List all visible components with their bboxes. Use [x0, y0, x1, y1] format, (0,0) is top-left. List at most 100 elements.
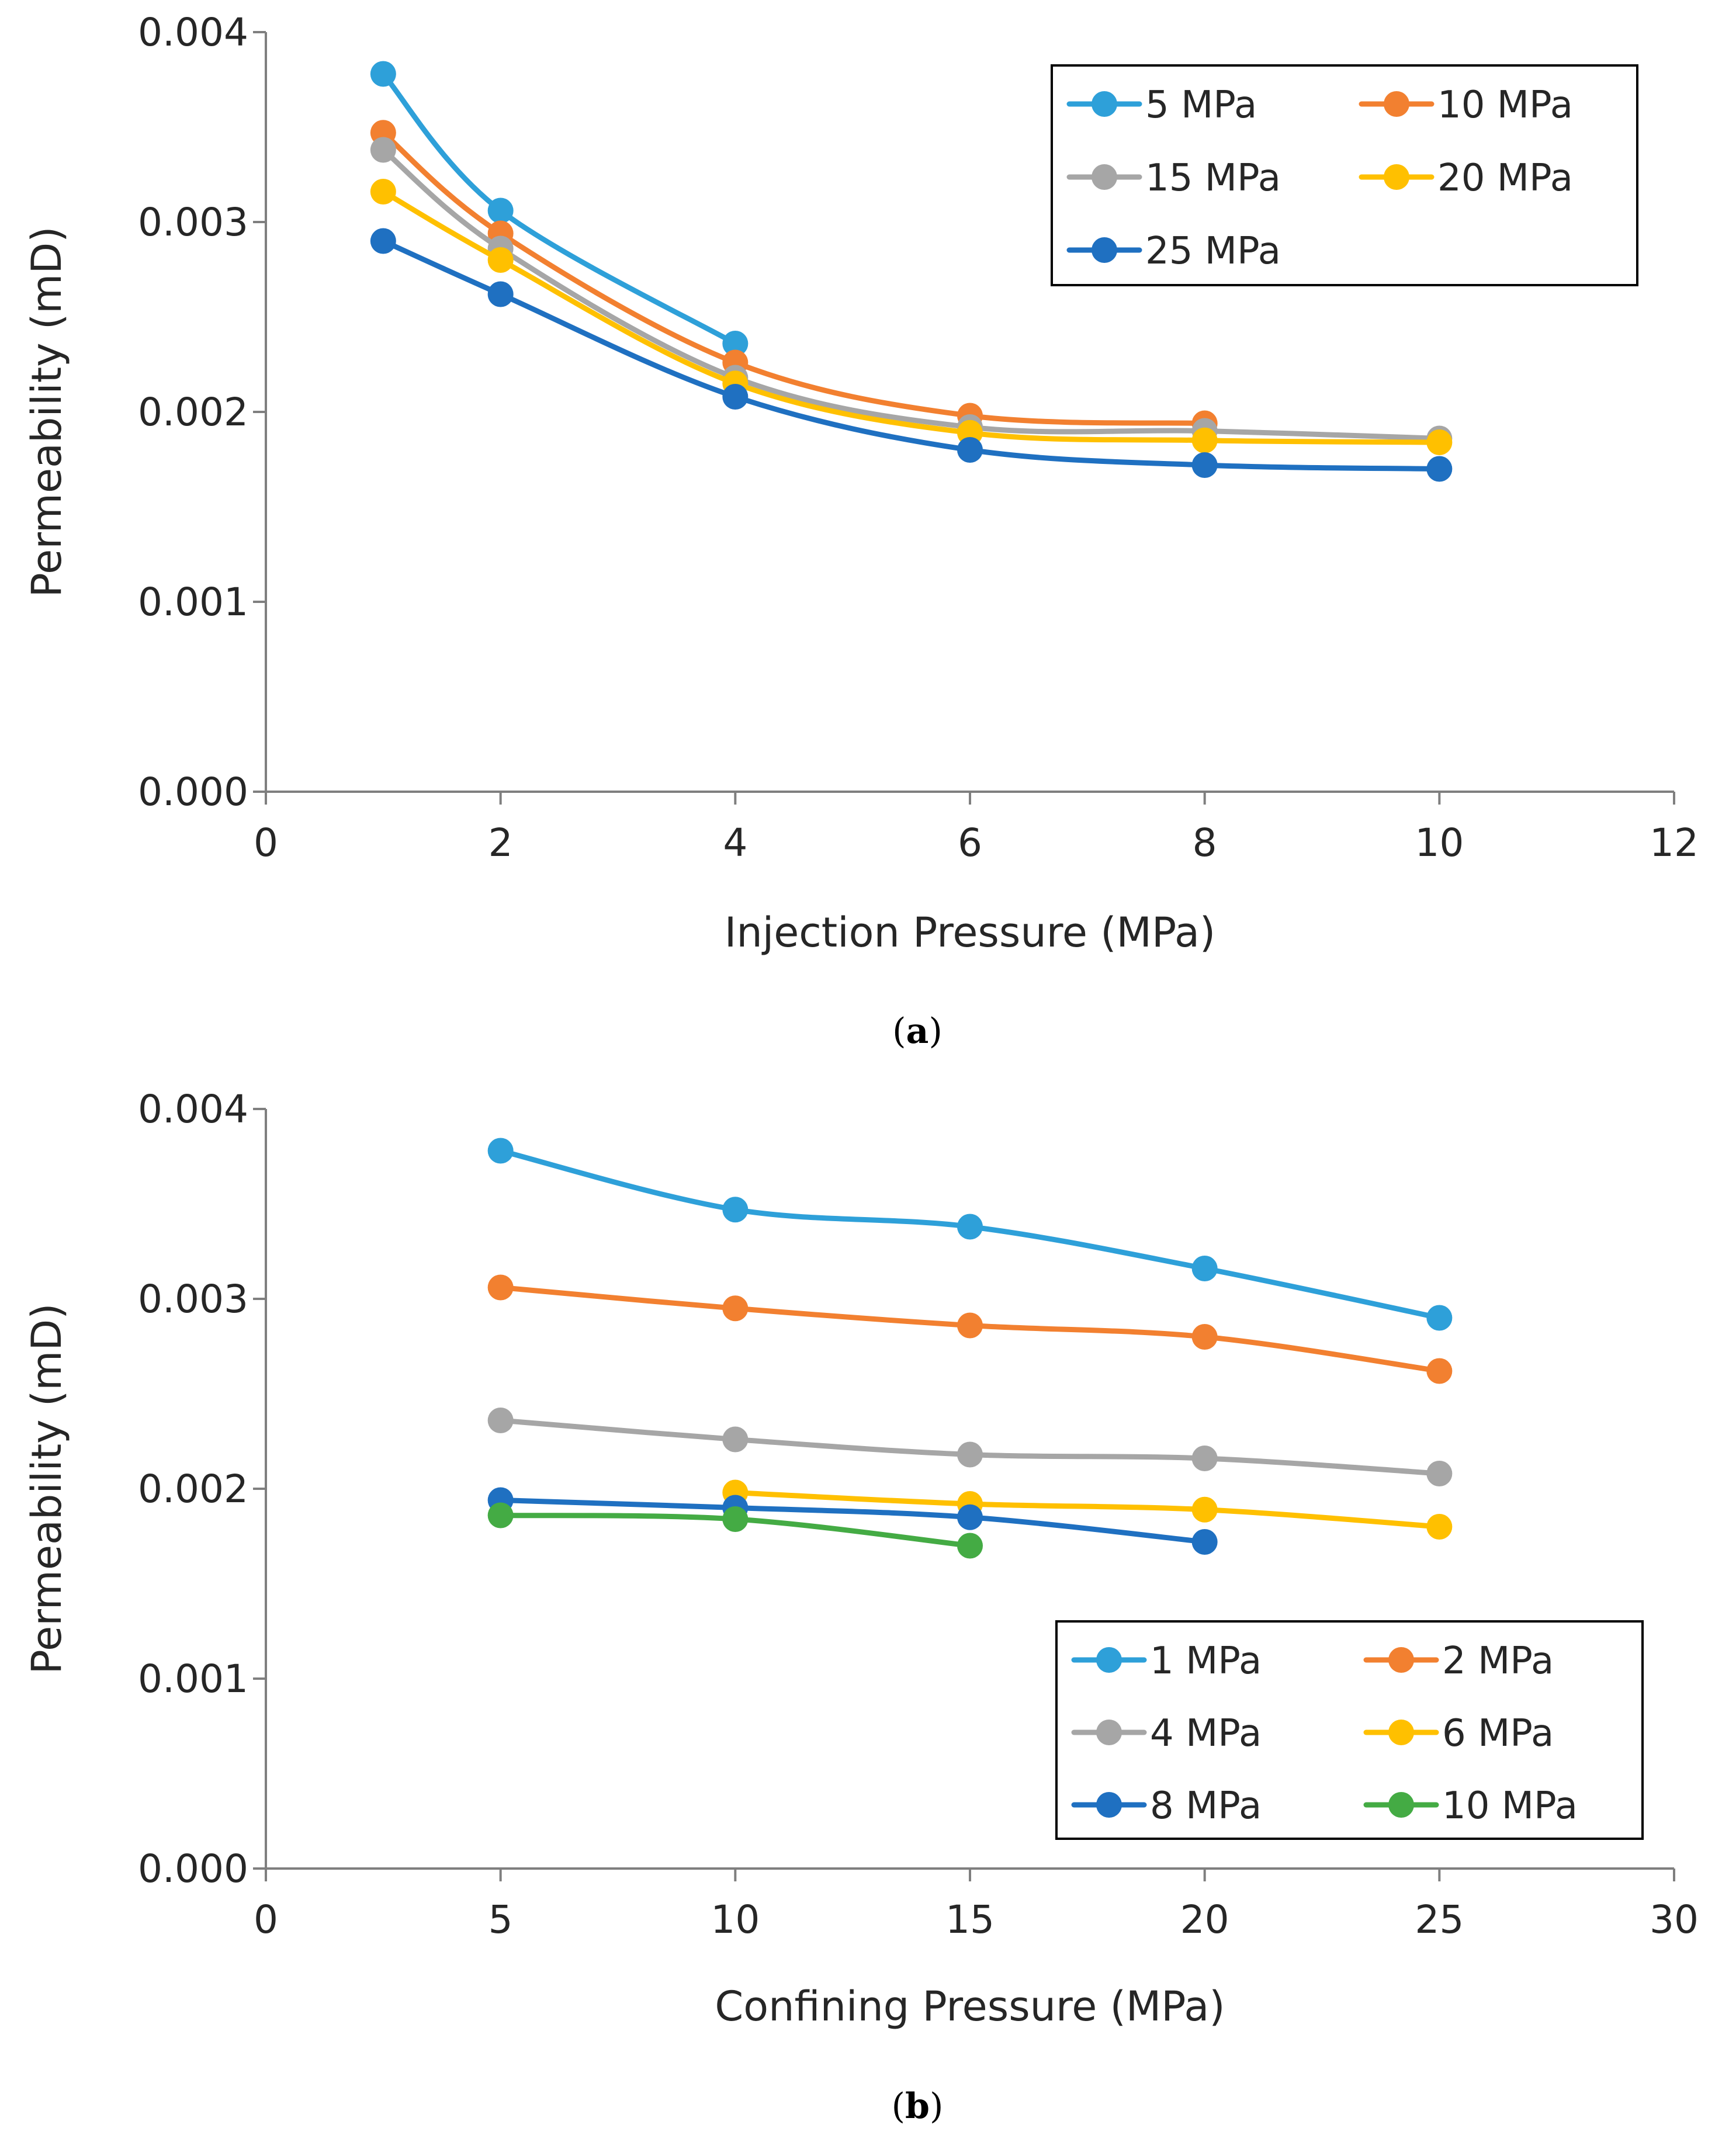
data-point: [487, 1502, 514, 1528]
data-point: [1426, 456, 1453, 482]
legend-entry: 4 MPa: [1071, 1712, 1262, 1755]
series-1-mpa: [487, 1138, 1453, 1331]
legend-label: 15 MPa: [1145, 157, 1281, 200]
y-tick-label: 0.001: [138, 1656, 248, 1701]
legend-label: 20 MPa: [1437, 157, 1573, 200]
x-tick-label: 6: [958, 820, 982, 865]
x-tick-label: 10: [711, 1897, 760, 1942]
y-tick-label: 0.003: [138, 200, 248, 245]
data-point: [370, 228, 396, 254]
y-tick-label: 0.002: [138, 1467, 248, 1512]
x-tick-label: 15: [945, 1897, 995, 1942]
x-tick-label: 8: [1193, 820, 1217, 865]
figure-caption: (b): [892, 2086, 944, 2127]
legend-label: 5 MPa: [1145, 84, 1257, 127]
figure-caption: (a): [892, 1011, 943, 1052]
legend: 1 MPa 2 MPa 4 MPa 6 MPa 8 MPa 10 MPa: [1055, 1620, 1644, 1840]
y-axis-title: Permeability (mD): [23, 1303, 71, 1674]
data-point: [1191, 1324, 1218, 1350]
data-point: [1191, 1496, 1218, 1523]
y-tick-label: 0.000: [138, 1846, 248, 1891]
series-2-mpa: [487, 1274, 1453, 1384]
legend-label: 2 MPa: [1442, 1639, 1554, 1683]
x-tick-label: 2: [488, 820, 513, 865]
data-point: [1191, 427, 1218, 453]
legend-label: 10 MPa: [1437, 84, 1573, 127]
legend-marker: [1096, 1647, 1122, 1673]
data-point: [1191, 1256, 1218, 1281]
legend-box: [1055, 1620, 1644, 1840]
x-tick-label: 20: [1180, 1897, 1229, 1942]
data-point: [1426, 429, 1453, 455]
legend-entry: 15 MPa: [1066, 157, 1281, 200]
data-point: [722, 1426, 749, 1453]
x-tick-label: 12: [1650, 820, 1699, 865]
data-point: [487, 1274, 514, 1301]
data-point: [1191, 1529, 1218, 1555]
x-tick-label: 5: [488, 1897, 513, 1942]
series-line: [498, 1498, 1208, 1545]
data-point: [487, 197, 514, 224]
data-point: [487, 1138, 514, 1164]
legend-marker: [1092, 91, 1117, 117]
y-tick-label: 0.000: [138, 769, 248, 814]
legend-entry: 2 MPa: [1363, 1639, 1554, 1683]
legend-label: 6 MPa: [1442, 1712, 1554, 1755]
data-point: [1426, 1305, 1453, 1331]
legend-marker: [1388, 1647, 1414, 1673]
y-tick-label: 0.004: [138, 10, 248, 55]
data-point: [1426, 1514, 1453, 1540]
legend-entry: 5 MPa: [1066, 84, 1257, 127]
data-point: [722, 1506, 749, 1532]
series-20-mpa: [370, 179, 1453, 455]
legend-label: 4 MPa: [1150, 1712, 1262, 1755]
data-point: [722, 384, 749, 410]
series-5-mpa: [370, 61, 749, 356]
data-point: [487, 281, 514, 307]
x-axis-title: Confining Pressure (MPa): [715, 1982, 1225, 2030]
data-point: [722, 331, 749, 356]
data-point: [722, 1197, 749, 1223]
data-point: [957, 1441, 983, 1468]
data-point: [370, 61, 396, 87]
legend-marker: [1096, 1720, 1122, 1745]
legend-marker: [1092, 237, 1117, 263]
data-point: [370, 137, 396, 163]
y-axis-title: Permeability (mD): [23, 226, 71, 597]
data-point: [1191, 452, 1218, 478]
data-point: [957, 1504, 983, 1530]
series-10-mpa: [487, 1502, 983, 1559]
series-25-mpa: [370, 228, 1453, 482]
legend: 5 MPa 10 MPa 15 MPa 20 MPa 25 MPa: [1051, 64, 1638, 286]
y-tick-label: 0.001: [138, 580, 248, 625]
legend-box: [1051, 64, 1638, 286]
chart-a: 0.000 0.001 0.002 0.003 0.004 0 2 4 6 8 10 12 Inject…: [23, 10, 1699, 1052]
legend-label: 1 MPa: [1150, 1639, 1262, 1683]
data-point: [370, 179, 396, 204]
legend-marker: [1092, 164, 1117, 190]
x-tick-label: 10: [1415, 820, 1464, 865]
x-tick-label: 4: [723, 820, 747, 865]
legend-label: 10 MPa: [1442, 1784, 1578, 1828]
data-point: [487, 1408, 514, 1433]
x-tick-label: 0: [254, 1897, 278, 1942]
legend-marker: [1388, 1720, 1414, 1745]
legend-marker: [1096, 1792, 1122, 1818]
legend-entry: 20 MPa: [1359, 157, 1573, 200]
y-tick-label: 0.002: [138, 390, 248, 435]
legend-entry: 8 MPa: [1071, 1784, 1262, 1828]
y-tick-label: 0.004: [138, 1087, 248, 1132]
data-point: [957, 1214, 983, 1240]
data-point: [487, 247, 514, 273]
legend-entry: 10 MPa: [1363, 1784, 1578, 1828]
legend-marker: [1384, 91, 1409, 117]
legend-marker: [1384, 164, 1409, 190]
y-tick-label: 0.003: [138, 1277, 248, 1322]
legend-marker: [1388, 1792, 1414, 1818]
legend-entry: 1 MPa: [1071, 1639, 1262, 1683]
data-point: [957, 1312, 983, 1339]
x-tick-label: 30: [1650, 1897, 1699, 1942]
data-point: [957, 437, 983, 463]
data-point: [722, 1295, 749, 1322]
